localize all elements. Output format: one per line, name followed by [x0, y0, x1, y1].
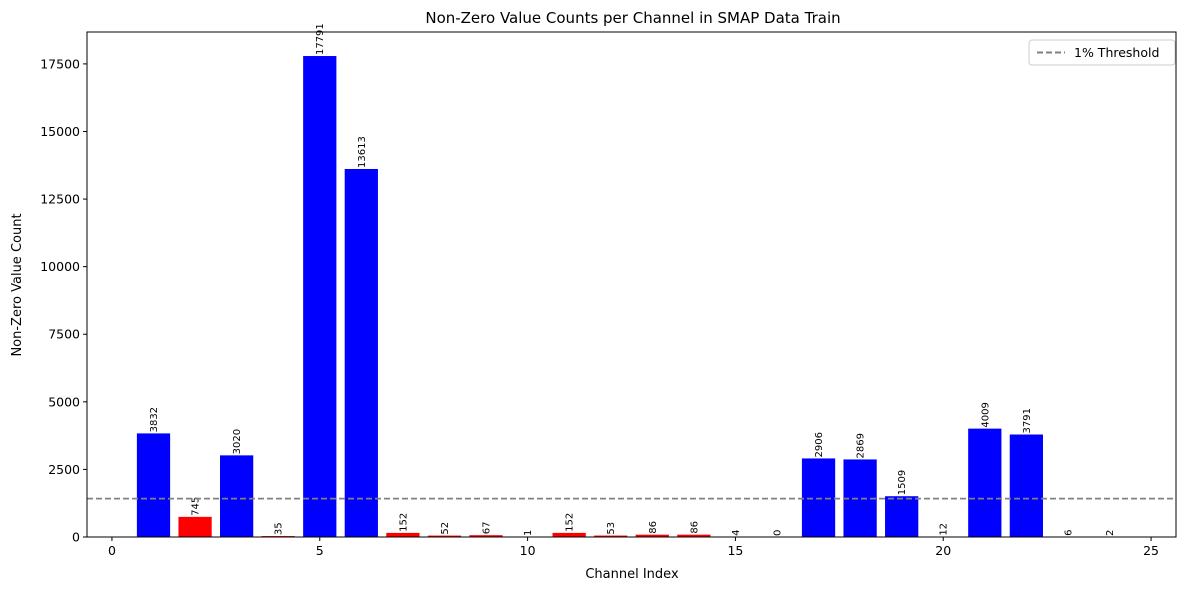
y-tick-label-15000: 15000 [40, 124, 80, 139]
data-label-channel-4: 35 [274, 522, 285, 535]
y-tick-label-0: 0 [72, 530, 80, 545]
bar-channel-13 [635, 534, 669, 537]
bar-channel-8 [427, 535, 462, 537]
x-tick-label-15: 15 [727, 543, 743, 558]
x-tick-label-10: 10 [520, 543, 536, 558]
data-label-channel-16: 0 [772, 530, 783, 536]
y-axis-label: Non-Zero Value Count [10, 213, 25, 356]
data-label-channel-3: 3020 [232, 429, 243, 454]
x-tick-label-5: 5 [316, 543, 324, 558]
data-label-channel-18: 2869 [856, 433, 867, 458]
axes-group: 0 5 10 15 20 25025005000750010000125001500017… [40, 31, 1177, 558]
data-label-channel-19: 1509 [897, 470, 908, 495]
data-label-channel-2: 745 [191, 497, 202, 516]
data-label-channel-8: 52 [440, 522, 451, 535]
bar-channel-11 [552, 532, 586, 537]
legend-box [1028, 39, 1176, 66]
data-label-channel-13: 86 [648, 521, 659, 534]
bar-channel-9 [469, 535, 503, 537]
data-label-channel-23: 6 [1063, 529, 1074, 535]
y-tick-label-2500: 2500 [48, 462, 80, 477]
data-label-channel-24: 2 [1105, 530, 1116, 536]
data-label-channel-10: 1 [523, 530, 534, 536]
data-label-channel-12: 53 [606, 522, 617, 535]
x-tick-label-25: 25 [1143, 543, 1159, 558]
legend: 1% Threshold [1028, 39, 1176, 66]
data-label-channel-17: 2906 [814, 432, 825, 457]
data-labels-group: 3832 745 3020 35 17791 13613 152 52 67 1 152 53 86 86… [149, 23, 1116, 536]
y-tick-label-10000: 10000 [40, 259, 80, 274]
plot-frame [86, 31, 1177, 538]
bar-channel-22 [1009, 434, 1043, 537]
data-label-channel-9: 67 [482, 521, 493, 534]
y-tick-label-17500: 17500 [40, 56, 80, 71]
data-label-channel-20: 12 [939, 523, 950, 536]
bar-channel-5 [303, 56, 337, 537]
bar-channel-2 [178, 516, 212, 537]
bar-channel-7 [386, 532, 420, 537]
x-tick-label-20: 20 [935, 543, 951, 558]
bar-channel-3 [220, 455, 254, 537]
data-label-channel-22: 3791 [1022, 408, 1033, 433]
bar-channel-6 [344, 168, 378, 538]
y-tick-label-5000: 5000 [48, 394, 80, 409]
y-tick-label-12500: 12500 [40, 192, 80, 207]
x-tick-label-0: 0 [108, 543, 116, 558]
bar-channel-1 [136, 433, 171, 537]
data-label-channel-6: 13613 [357, 136, 368, 168]
data-label-channel-15: 4 [731, 530, 742, 536]
data-label-channel-14: 86 [689, 521, 700, 534]
data-label-channel-5: 17791 [315, 23, 326, 55]
data-label-channel-7: 152 [398, 513, 409, 532]
bar-channel-21 [968, 428, 1002, 537]
bars-group [136, 56, 1127, 538]
bar-channel-14 [677, 534, 711, 537]
x-axis-label: Channel Index [585, 567, 679, 582]
legend-threshold-label: 1% Threshold [1074, 45, 1159, 60]
bar-channel-12 [594, 535, 628, 537]
bar-channel-19 [885, 496, 919, 537]
data-label-channel-11: 152 [565, 513, 576, 532]
data-label-channel-1: 3832 [149, 407, 160, 432]
data-label-channel-21: 4009 [980, 402, 991, 427]
y-tick-label-7500: 7500 [48, 327, 80, 342]
chart-title: Non-Zero Value Counts per Channel in SMA… [425, 9, 840, 27]
